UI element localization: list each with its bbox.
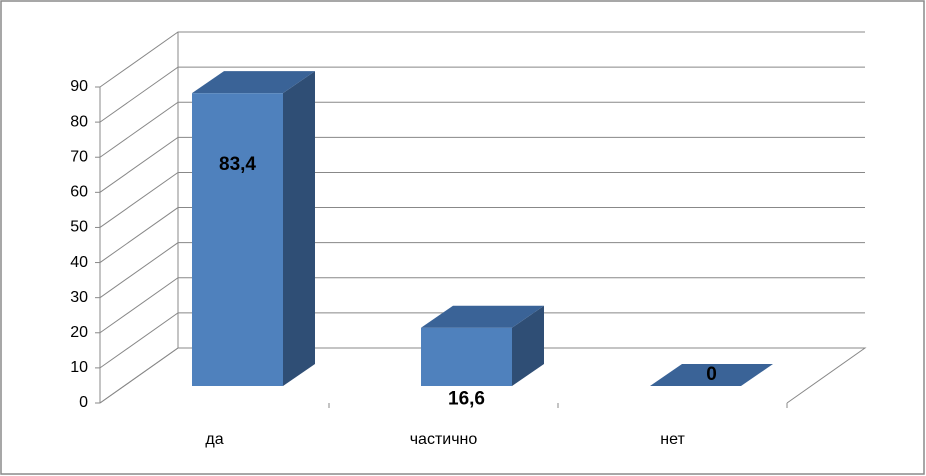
bar-side [512,305,544,386]
y-tick-label: 60 [70,184,88,201]
y-tick-label: 30 [70,289,88,306]
y-tick-label: 10 [70,359,88,376]
grid-line [99,312,865,369]
y-tick-label: 50 [70,219,88,236]
x-tick-label: да [205,431,223,448]
bar-side [283,71,315,386]
bar-front [192,93,283,386]
y-tick-label: 40 [70,254,88,271]
value-label: 83,4 [219,154,256,175]
bar-top [421,305,544,328]
grid-line [99,136,865,193]
grid-line [99,242,865,299]
y-tick-label: 0 [79,394,88,411]
value-label: 0 [706,364,717,385]
x-tick-label: нет [660,431,685,448]
bar-front [421,327,512,386]
y-tick-label: 80 [70,113,88,130]
grid-line [99,101,865,158]
grid-line [99,347,865,404]
value-label: 16,6 [448,389,485,410]
grid-line [99,31,865,88]
grid-line [99,277,865,334]
grid-line [99,171,865,228]
y-tick-label: 20 [70,324,88,341]
bar-top [192,71,315,94]
y-tick-label: 90 [70,78,88,95]
y-tick-label: 70 [70,148,88,165]
grid-line [99,207,865,263]
bar-top [650,364,773,386]
grid-line [99,66,865,123]
x-tick-label: частично [410,431,478,448]
